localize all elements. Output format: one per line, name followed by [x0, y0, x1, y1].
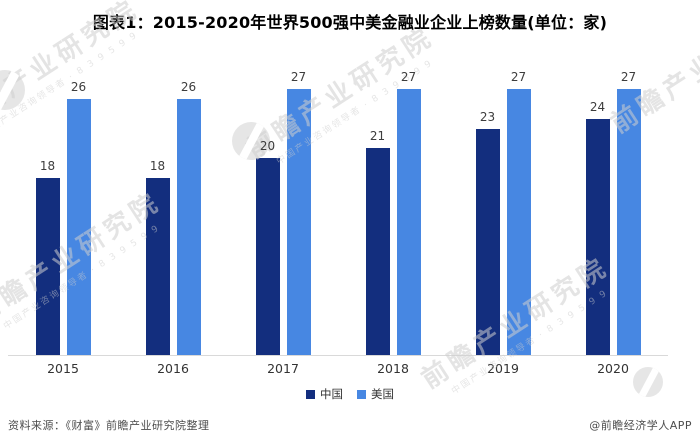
bar-2018-美国: [396, 89, 421, 356]
x-tick-2016: 2016: [157, 361, 189, 376]
x-tick-2018: 2018: [377, 361, 409, 376]
legend-item-中国: 中国: [306, 386, 343, 402]
bar-2020-美国: [616, 89, 641, 356]
bar-value-label: 18: [39, 159, 56, 173]
legend-item-美国: 美国: [357, 386, 394, 402]
bars-layer: 18 26 18 26 20 27 21 27 23 27 24 27: [8, 70, 668, 356]
bar-value-label: 26: [70, 80, 87, 94]
source-note: 资料来源：《财富》前瞻产业研究院整理: [8, 419, 210, 432]
bar-value-label: 27: [510, 70, 527, 84]
bar-value-label: 27: [290, 70, 307, 84]
x-tick-2015: 2015: [47, 361, 79, 376]
bar-2017-美国: [286, 89, 311, 356]
x-tick-2019: 2019: [487, 361, 519, 376]
bar-2016-美国: [176, 99, 201, 356]
bar-value-label: 23: [479, 110, 496, 124]
brand-note: @前瞻经济学人APP: [589, 419, 692, 432]
bar-2016-中国: [145, 178, 170, 356]
x-tick-2017: 2017: [267, 361, 299, 376]
bar-2015-中国: [35, 178, 60, 356]
bar-value-label: 18: [149, 159, 166, 173]
bar-value-label: 24: [589, 100, 606, 114]
bar-value-label: 26: [180, 80, 197, 94]
bar-2020-中国: [585, 119, 610, 356]
bar-2015-美国: [66, 99, 91, 356]
bar-value-label: 20: [259, 139, 276, 153]
x-tick-2020: 2020: [597, 361, 629, 376]
chart-title: 图表1：2015-2020年世界500强中美金融业企业上榜数量(单位：家): [92, 13, 608, 32]
legend-label: 中国: [320, 387, 343, 401]
bar-value-label: 27: [400, 70, 417, 84]
bar-2017-中国: [255, 158, 280, 356]
bar-2018-中国: [365, 148, 390, 356]
plot-area: 18 26 18 26 20 27 21 27 23 27 24 27: [8, 70, 668, 356]
legend-swatch-icon: [357, 389, 366, 399]
legend-swatch-icon: [306, 389, 315, 399]
chart-legend: 中国 美国: [0, 386, 700, 402]
bar-2019-中国: [475, 129, 500, 356]
bar-value-label: 21: [369, 129, 386, 143]
x-axis-tick-labels: 2015 2016 2017 2018 2019 2020: [8, 361, 668, 379]
bar-2019-美国: [506, 89, 531, 356]
bar-value-label: 27: [620, 70, 637, 84]
x-axis-line: [8, 355, 668, 356]
legend-label: 美国: [371, 387, 394, 401]
